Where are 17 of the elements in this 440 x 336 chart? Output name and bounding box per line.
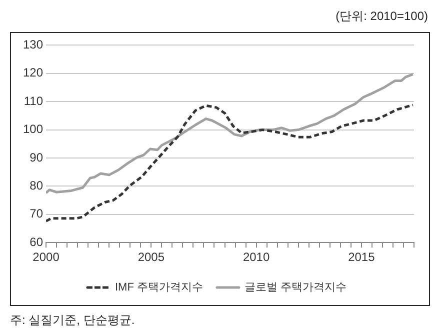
x-tick-label: 2000 <box>32 250 60 264</box>
y-tick-label: 60 <box>30 234 44 249</box>
x-tick-label: 2015 <box>348 250 376 264</box>
y-tick-label: 70 <box>30 206 44 221</box>
legend-label: 글로벌 주택가격지수 <box>244 282 347 294</box>
y-tick-label: 130 <box>22 38 44 52</box>
legend-label: IMF 주택가격지수 <box>114 282 203 294</box>
line-series <box>46 104 414 222</box>
x-tick-label: 2005 <box>138 250 165 264</box>
x-tick-label: 2010 <box>242 250 270 264</box>
y-tick-label: 110 <box>24 94 44 108</box>
y-tick-label: 100 <box>22 122 44 136</box>
y-tick-label: 90 <box>30 150 44 164</box>
text: 주: 실질기준, 단순평균. <box>10 312 135 329</box>
y-tick-label: 80 <box>30 178 44 193</box>
text: (단위: 2010=100) <box>336 8 428 25</box>
y-tick-label: 120 <box>22 66 44 80</box>
